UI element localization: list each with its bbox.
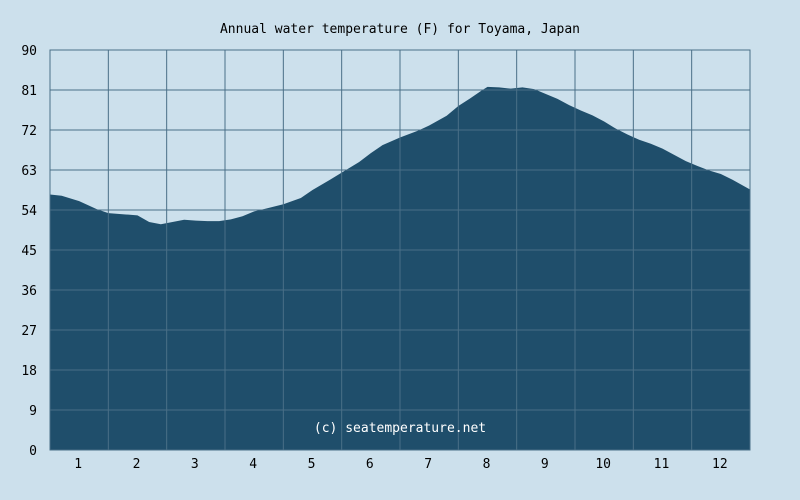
y-tick-label: 36 (21, 284, 37, 299)
x-tick-label: 6 (366, 457, 374, 472)
plot-border (49, 49, 751, 451)
y-axis: 0 9 18 27 36 45 54 63 72 81 90 (21, 44, 37, 459)
chart-title: Annual water temperature (F) for Toyama,… (220, 22, 580, 37)
x-tick-label: 10 (595, 457, 611, 472)
y-tick-label: 72 (21, 124, 37, 139)
x-tick-label: 5 (308, 457, 316, 472)
y-tick-label: 0 (29, 444, 37, 459)
y-tick-label: 54 (21, 204, 37, 219)
y-tick-label: 18 (21, 364, 37, 379)
x-tick-label: 4 (249, 457, 257, 472)
y-tick-label: 81 (21, 84, 37, 99)
x-tick-label: 8 (483, 457, 491, 472)
x-axis: 1 2 3 4 5 6 7 8 9 10 11 12 (74, 457, 727, 472)
x-tick-label: 12 (712, 457, 728, 472)
watermark-text: (c) seatemperature.net (314, 421, 486, 436)
x-tick-label: 9 (541, 457, 549, 472)
x-tick-label: 1 (74, 457, 82, 472)
x-tick-label: 7 (424, 457, 432, 472)
y-tick-label: 45 (21, 244, 37, 259)
y-tick-label: 63 (21, 164, 37, 179)
y-tick-label: 27 (21, 324, 37, 339)
y-tick-label: 90 (21, 44, 37, 59)
x-tick-label: 2 (133, 457, 141, 472)
x-tick-label: 11 (654, 457, 670, 472)
y-tick-label: 9 (29, 404, 37, 419)
x-tick-label: 3 (191, 457, 199, 472)
